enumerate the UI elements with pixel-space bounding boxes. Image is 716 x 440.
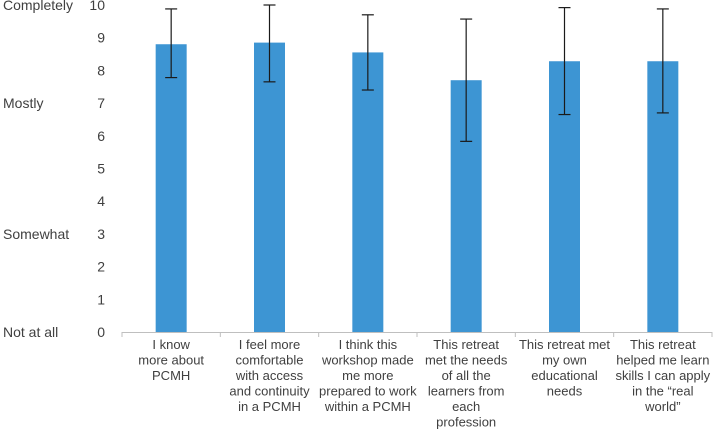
scale-label: Somewhat [3,226,69,242]
y-tick-label: 1 [97,291,105,307]
category-label: This retreat helped me learn skills I can … [616,337,711,414]
category-label-line: comfortable [236,353,304,368]
y-tick-label: 6 [97,128,105,144]
bars [155,42,679,333]
category-label-line: my own [542,353,587,368]
y-tick-label: 2 [97,259,105,275]
category-label-line: needs [547,384,583,399]
category-label-line: I feel more [239,337,300,352]
category-label-line: workshop made [321,353,414,368]
bar [254,42,285,332]
bar [155,44,187,333]
category-label: I feel more comfortable with access and con… [229,337,310,414]
error-bar [656,8,669,114]
y-axis-ticks: 0 1 2 3 4 5 6 7 8 9 10 [89,0,105,340]
error-bar [165,8,178,79]
category-label-line: with access [235,368,304,383]
y-tick-label: 8 [97,62,105,78]
scale-label: Not at all [3,324,58,340]
category-label: This retreat met my own educational needs [519,337,610,399]
y-tick-label: 4 [97,193,105,209]
y-tick-label: 10 [89,0,105,13]
category-label-line: helped me learn [616,353,709,368]
error-bar [460,18,473,142]
y-tick-label: 9 [97,30,105,46]
y-tick-label: 5 [97,161,105,177]
error-bar [361,14,374,91]
category-label-line: in the “real [632,384,694,399]
category-label-line: learners from [428,384,505,399]
y-tick-label: 7 [97,95,105,111]
category-label: I know more about PCMH [138,337,204,383]
category-label-line: within a PCMH [324,399,411,414]
category-label-line: I think this [339,337,398,352]
category-label-line: prepared to work [319,384,417,399]
scale-label: Mostly [3,95,43,111]
category-label-line: This retreat [630,337,696,352]
category-label-line: met the needs [425,353,508,368]
bar [352,52,384,332]
x-axis-ticks [121,332,713,337]
category-label-line: This retreat met [519,337,610,352]
category-label-line: of all the [442,368,491,383]
scale-label: Completely [3,0,73,13]
category-label-line: profession [436,415,496,430]
category-label-line: in a PCMH [238,399,301,414]
category-label-line: skills I can apply [616,368,711,383]
category-label-line: and continuity [229,384,310,399]
scale-labels: Completely Mostly Somewhat Not at all [3,0,73,340]
category-label-line: This retreat [433,337,499,352]
category-label: This retreat met the needs of all the learn… [425,337,508,430]
y-tick-label: 0 [97,324,105,340]
category-label-line: world” [644,399,680,414]
category-label-line: educational [531,368,598,383]
error-bar [263,4,276,83]
error-bar [558,7,571,116]
category-label-line: PCMH [152,368,190,383]
category-label-line: I know [152,337,190,352]
category-labels: I know more about PCMH I feel more comfortab… [138,337,710,430]
y-tick-label: 3 [97,226,105,242]
category-label-line: each [452,399,480,414]
error-bars [165,4,669,142]
category-label-line: me more [342,368,393,383]
category-label: I think this workshop made me more prepared… [319,337,417,414]
category-label-line: more about [138,353,204,368]
